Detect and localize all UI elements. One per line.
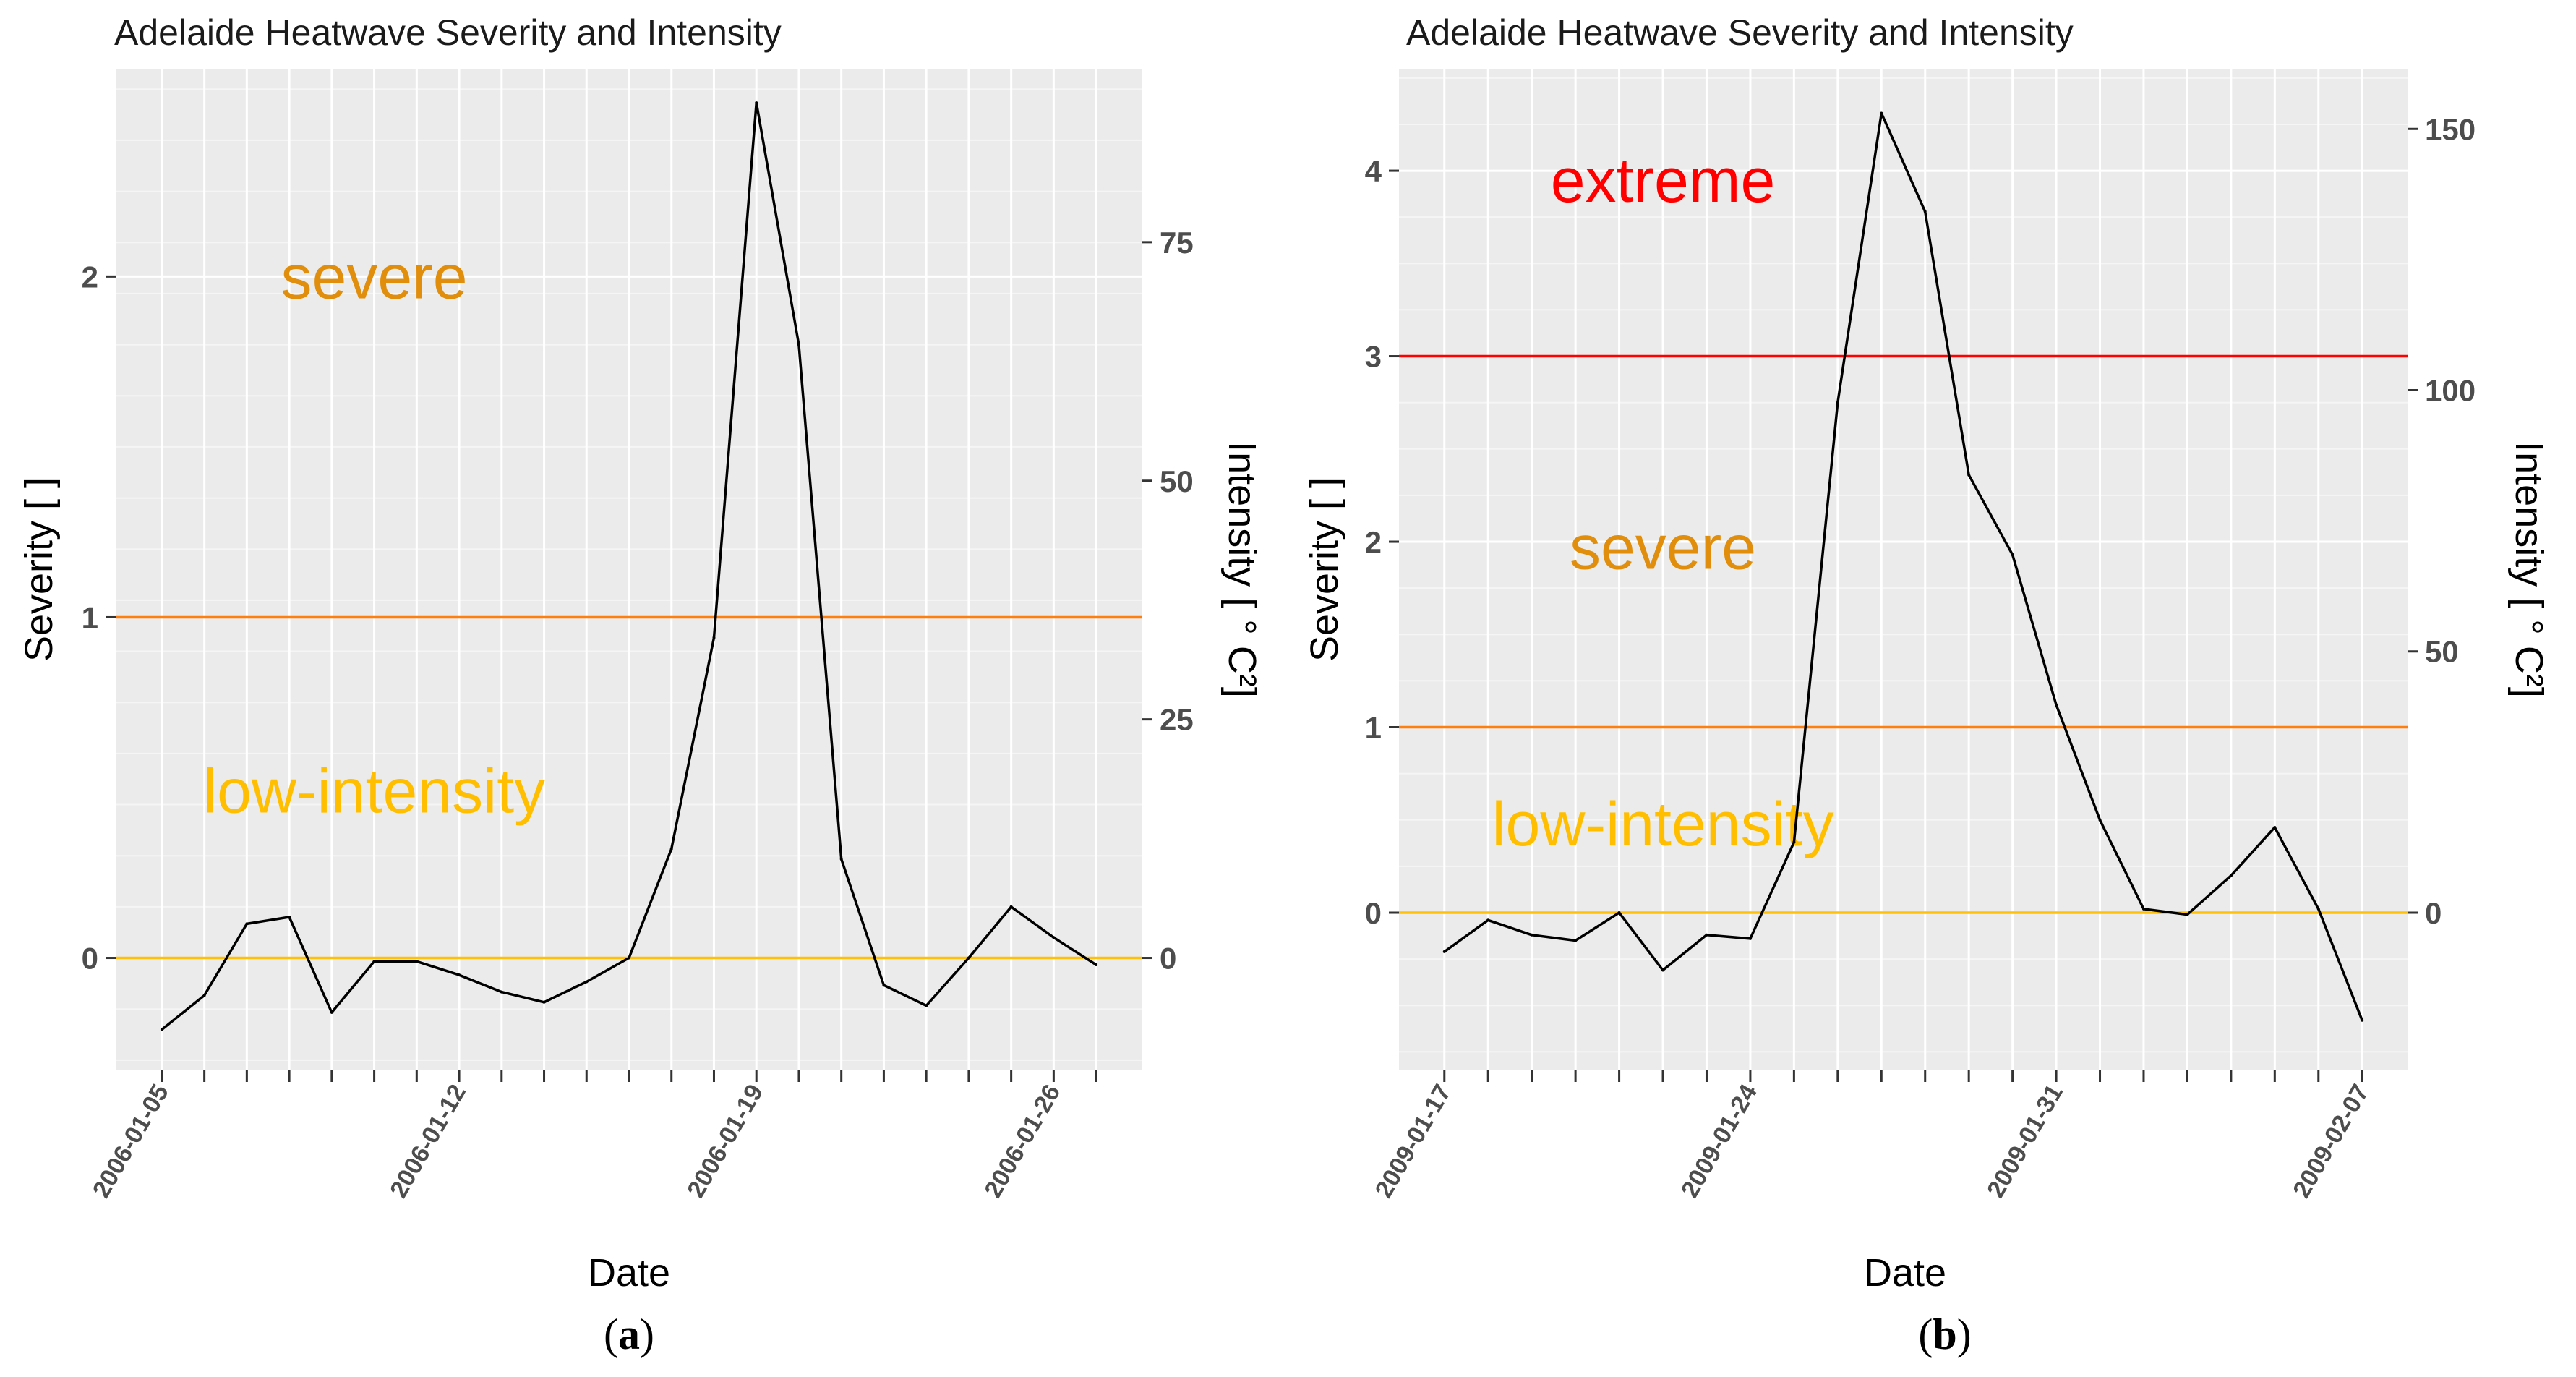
data-point	[2141, 907, 2145, 911]
data-point	[628, 956, 630, 960]
x-tick-label: 2009-01-24	[1676, 1080, 1763, 1203]
zone-label-extreme: extreme	[1551, 146, 1776, 216]
y2-tick-label: 100	[2425, 374, 2476, 408]
data-point	[415, 960, 419, 963]
data-point	[1574, 939, 1578, 942]
y2-tick-label: 75	[1160, 226, 1194, 260]
data-point	[1705, 933, 1708, 937]
data-point	[839, 857, 843, 861]
x-axis-label: Date	[588, 1251, 670, 1295]
x-tick-label: 2006-01-05	[87, 1080, 174, 1203]
data-point	[1661, 968, 1665, 972]
data-point	[1009, 905, 1013, 908]
x-tick-label: 2009-01-31	[1982, 1080, 2068, 1203]
x-tick-label: 2006-01-12	[385, 1080, 471, 1203]
data-point	[882, 984, 886, 987]
series-line	[1443, 111, 2363, 1021]
data-point	[500, 990, 503, 994]
data-point	[2229, 874, 2233, 877]
data-point	[585, 980, 589, 984]
zone-label-severe: severe	[281, 242, 468, 312]
data-point	[755, 101, 758, 105]
y-tick-label: 0	[82, 942, 98, 976]
data-point	[1052, 936, 1056, 939]
data-point	[967, 956, 970, 960]
caption-open: (	[1918, 1310, 1933, 1358]
data-point	[2273, 826, 2277, 830]
plot-background	[1399, 69, 2408, 1070]
zone-label-low-intensity: low-intensity	[1492, 790, 1833, 859]
data-point	[1095, 963, 1098, 966]
caption-close: )	[640, 1310, 654, 1358]
y2-tick-label: 0	[2425, 896, 2442, 930]
y2-tick-label: 150	[2425, 112, 2476, 146]
data-point	[797, 343, 800, 346]
panel-caption: (b)	[1918, 1310, 1971, 1358]
y-tick-label: 1	[1365, 711, 1382, 745]
y-tick-label: 1	[82, 600, 98, 634]
y-tick-label: 2	[82, 260, 98, 294]
data-point	[2011, 553, 2014, 556]
x-tick-label: 2009-01-17	[1370, 1080, 1457, 1203]
data-point	[245, 922, 249, 926]
data-point	[542, 1000, 546, 1004]
x-tick-label: 2006-01-26	[979, 1080, 1066, 1203]
data-point	[288, 916, 291, 919]
data-point	[2186, 913, 2189, 916]
data-point	[1442, 950, 1446, 953]
zone-label-severe: severe	[1570, 513, 1756, 583]
data-point	[458, 973, 461, 977]
data-point	[160, 1028, 163, 1031]
y2-axis-label: Intensity [ ° C²]	[2507, 441, 2551, 698]
panel-caption: (a)	[604, 1310, 654, 1358]
y-tick-label: 0	[1365, 896, 1382, 930]
data-point	[1923, 210, 1927, 213]
data-point	[712, 636, 716, 639]
data-point	[330, 1010, 333, 1014]
data-point	[2361, 1018, 2364, 1022]
chart-panel-1: severe low-intensity 0 1 2 0 25 50 75 2006-01-05 2…	[17, 12, 1264, 1358]
caption-letter: a	[618, 1310, 640, 1358]
y-tick-label: 3	[1365, 340, 1382, 374]
data-point	[372, 960, 376, 963]
y-axis-label: Severity [ ]	[1303, 477, 1346, 662]
x-tick-label: 2006-01-19	[682, 1080, 769, 1203]
data-point	[1530, 933, 1533, 937]
y-tick-label: 2	[1365, 525, 1382, 559]
data-point	[1792, 840, 1796, 844]
chart-title: Adelaide Heatwave Severity and Intensity	[114, 12, 782, 53]
y2-tick-label: 0	[1160, 942, 1176, 976]
data-point	[1880, 111, 1883, 115]
caption-letter: b	[1933, 1310, 1956, 1358]
y-axis-label: Severity [ ]	[17, 477, 61, 662]
data-point	[1836, 401, 1839, 404]
x-tick-label: 2009-02-07	[2288, 1080, 2374, 1203]
y2-axis-label: Intensity [ ° C²]	[1220, 441, 1264, 698]
data-point	[2316, 907, 2320, 911]
chart-title: Adelaide Heatwave Severity and Intensity	[1406, 12, 2074, 53]
y2-tick-label: 50	[1160, 464, 1194, 498]
caption-close: )	[1957, 1310, 1972, 1358]
x-axis-label: Date	[1864, 1251, 1946, 1295]
chart-panel-2: extreme severe low-intensity 0 1 2 3 4 0 50 100 150…	[1303, 12, 2551, 1358]
data-point	[669, 847, 673, 850]
data-point	[925, 1004, 928, 1007]
data-point	[2098, 818, 2102, 822]
y-tick-label: 4	[1365, 154, 1382, 188]
caption-open: (	[604, 1310, 618, 1358]
data-point	[1617, 911, 1621, 914]
zone-label-low-intensity: low-intensity	[203, 757, 545, 827]
data-point	[1967, 473, 1971, 477]
data-point	[2055, 703, 2058, 707]
y2-tick-label: 50	[2425, 635, 2459, 669]
data-point	[1486, 918, 1490, 922]
data-point	[202, 994, 206, 997]
data-point	[1748, 937, 1752, 940]
y2-tick-label: 25	[1160, 703, 1194, 737]
